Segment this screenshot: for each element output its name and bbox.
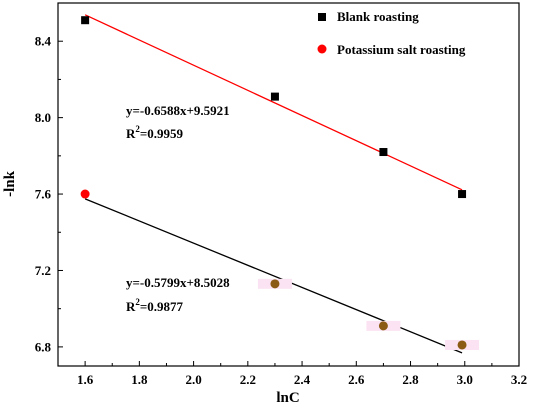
y-tick-label: 7.2	[35, 263, 51, 278]
data-point-blank	[458, 190, 467, 199]
x-tick-label: 2.8	[402, 372, 419, 387]
x-tick-label: 3.0	[457, 372, 473, 387]
data-point-potassium	[80, 189, 90, 199]
x-tick-label: 2.0	[185, 372, 201, 387]
data-points	[80, 16, 480, 350]
r-squared-value: =0.9877	[140, 299, 184, 314]
data-point-blank	[270, 92, 279, 101]
legend: Blank roasting Potassium salt roasting	[317, 9, 466, 57]
y-axis: 6.8 7.2 7.6 8.0 8.4	[35, 34, 63, 354]
x-tick-label: 2.6	[348, 372, 365, 387]
equation-label: y=-0.6588x+9.5921	[126, 103, 230, 118]
r-squared-label: R2=0.9877	[126, 297, 184, 314]
legend-label-potassium: Potassium salt roasting	[337, 42, 466, 57]
legend-marker-potassium	[317, 44, 327, 54]
x-tick-label: 2.2	[240, 372, 256, 387]
r-squared-value: =0.9959	[140, 126, 184, 141]
fit-annotation-blank: y=-0.6588x+9.5921 R2=0.9959	[126, 103, 230, 141]
x-tick-label: 1.6	[77, 372, 94, 387]
data-point-potassium	[457, 340, 467, 350]
data-point-blank	[81, 16, 90, 25]
x-tick-label: 1.8	[131, 372, 148, 387]
plot-frame	[57, 2, 520, 367]
data-point-potassium	[270, 279, 280, 289]
x-tick-label: 3.2	[511, 372, 527, 387]
legend-label-blank: Blank roasting	[337, 9, 419, 24]
data-point-blank	[379, 148, 388, 157]
data-point-potassium	[378, 321, 388, 331]
y-tick-label: 8.4	[35, 34, 52, 49]
x-axis-title: lnC	[276, 390, 299, 406]
y-axis-title: -lnk	[2, 170, 18, 197]
y-tick-label: 6.8	[35, 339, 52, 354]
fit-line-blank	[84, 14, 463, 191]
x-tick-label: 2.4	[294, 372, 311, 387]
legend-marker-blank	[318, 13, 326, 21]
fit-annotation-potassium: y=-0.5799x+8.5028 R2=0.9877	[126, 275, 230, 314]
y-tick-label: 8.0	[35, 110, 51, 125]
y-tick-label: 7.6	[35, 187, 52, 202]
equation-label: y=-0.5799x+8.5028	[126, 275, 230, 290]
r-squared-label: R2=0.9959	[126, 124, 184, 141]
x-axis: 1.6 1.8 2.0 2.2 2.4 2.6 2.8 3.0 3.2	[77, 361, 527, 387]
